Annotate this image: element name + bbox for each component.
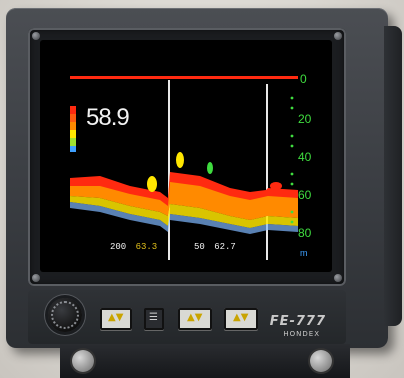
brand-label: HONDEX (283, 330, 320, 338)
unit-side-panel (384, 26, 402, 326)
up-down-arrow-icon: ▲▼ (108, 312, 124, 323)
depth-tick-40: 40 (298, 150, 312, 164)
range-left-value: 200 (110, 242, 127, 252)
screw-icon (32, 274, 40, 282)
surface-line (70, 76, 298, 79)
model-label: FE-777 (269, 314, 326, 329)
shift-key[interactable]: ▲▼ (178, 308, 212, 330)
seabed-echo (70, 172, 298, 234)
gain-key[interactable]: ▲▼ (224, 308, 258, 330)
depth-readout: 58.9 (86, 104, 130, 131)
color-scale-bar (70, 106, 76, 152)
depth-tick-80: 80 (298, 226, 312, 240)
screw-icon (334, 32, 342, 40)
echo-display: 58.9 0 20 40 60 80 m 200 63.3 50 62.7 (40, 40, 332, 272)
range-left-reading: 63.3 (135, 242, 158, 252)
depth-tick-0: 0 (300, 72, 307, 86)
depth-scale-unit: m (300, 248, 308, 258)
fish-echo (147, 152, 282, 192)
mode-key[interactable]: ☰ (144, 308, 164, 330)
range-right: 50 62.7 (194, 242, 236, 252)
range-right-value: 50 (194, 242, 205, 252)
range-key[interactable]: ▲▼ (100, 308, 132, 330)
range-left: 200 63.3 (110, 242, 157, 252)
screen-divider (168, 80, 170, 260)
up-down-arrow-icon: ▲▼ (233, 312, 249, 323)
echogram (70, 76, 298, 260)
depth-tick-60: 60 (298, 188, 312, 202)
gain-knob-icon[interactable] (48, 298, 82, 332)
depth-tick-20: 20 (298, 112, 312, 126)
mounting-bracket (60, 344, 350, 378)
control-panel: ▲▼ ☰ ▲▼ ▲▼ FE-777 HONDEX (28, 290, 346, 344)
screw-icon (32, 32, 40, 40)
screen-divider (266, 84, 268, 260)
mode-icon: ☰ (149, 312, 158, 323)
screw-icon (334, 274, 342, 282)
up-down-arrow-icon: ▲▼ (187, 312, 203, 323)
range-right-reading: 62.7 (214, 242, 236, 252)
sounder-unit: 58.9 0 20 40 60 80 m 200 63.3 50 62.7 ▲▼… (6, 8, 402, 348)
bracket-bolt-icon[interactable] (310, 350, 332, 372)
bracket-bolt-icon[interactable] (72, 350, 94, 372)
depth-scale-dots (290, 96, 294, 224)
